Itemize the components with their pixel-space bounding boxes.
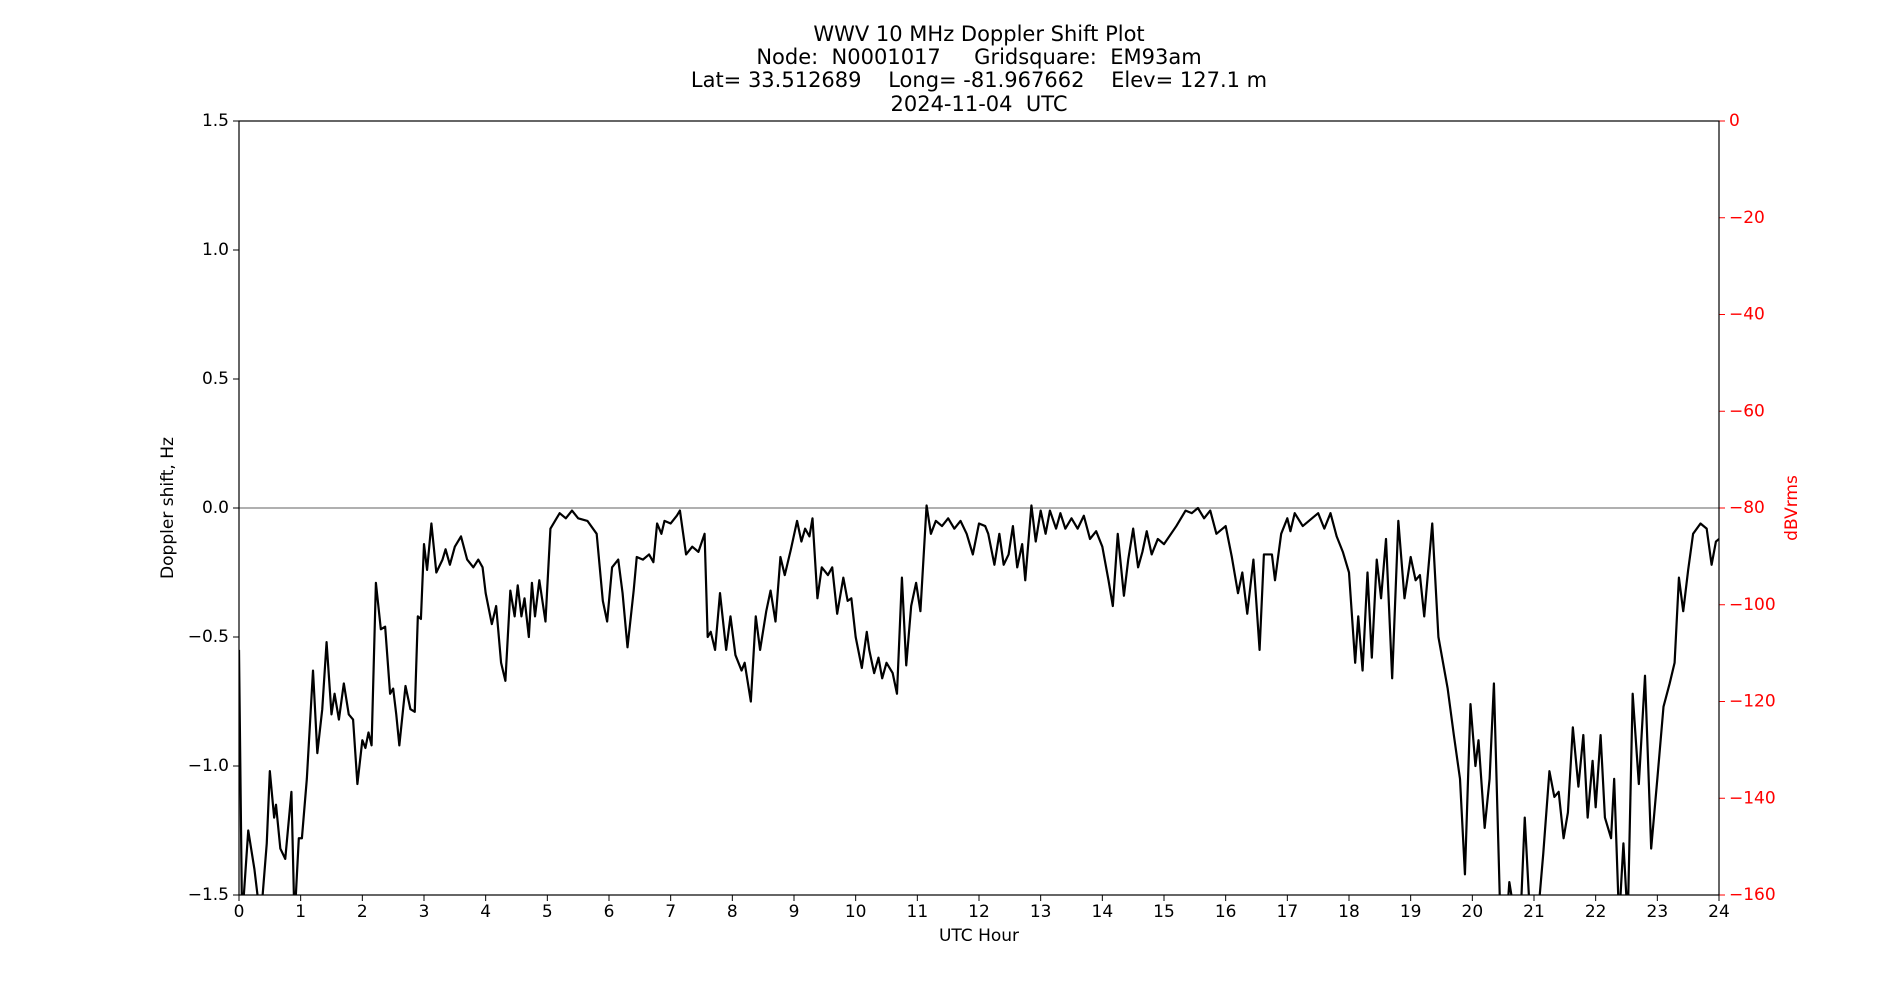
x-tick-label: 24: [1708, 902, 1730, 922]
plot-frame: [238, 120, 1720, 896]
x-tick-label: 3: [419, 902, 430, 922]
y2-tick-label: −60: [1729, 401, 1765, 421]
x-tick-label: 23: [1647, 902, 1669, 922]
x-tick-label: 0: [234, 902, 245, 922]
x-tick-label: 22: [1585, 902, 1607, 922]
x-tick-label: 5: [542, 902, 553, 922]
y-tick-label: 1.0: [202, 240, 229, 260]
doppler-line: [239, 504, 1719, 895]
x-tick-label: 14: [1092, 902, 1114, 922]
x-tick-label: 8: [727, 902, 738, 922]
title-line: 2024-11-04 UTC: [890, 92, 1067, 116]
x-tick-label: 15: [1153, 902, 1175, 922]
y-tick-label: −0.5: [188, 627, 229, 647]
x-tick-label: 12: [968, 902, 990, 922]
y2-tick-label: −120: [1729, 692, 1776, 712]
x-tick-label: 21: [1523, 902, 1545, 922]
x-tick-label: 9: [789, 902, 800, 922]
x-tick-label: 16: [1215, 902, 1237, 922]
x-tick-label: 17: [1277, 902, 1299, 922]
x-tick-label: 7: [665, 902, 676, 922]
title-line: Lat= 33.512689 Long= -81.967662 Elev= 12…: [691, 68, 1267, 92]
y-tick-label: −1.0: [188, 756, 229, 776]
y2-tick-label: −40: [1729, 305, 1765, 325]
y2-tick-label: −100: [1729, 595, 1776, 615]
title-line: Node: N0001017 Gridsquare: EM93am: [756, 45, 1201, 69]
y2-tick-label: −80: [1729, 498, 1765, 518]
y-tick-label: 0.0: [202, 498, 229, 518]
x-tick-label: 10: [845, 902, 867, 922]
x-tick-label: 18: [1338, 902, 1360, 922]
y2-tick-label: −160: [1729, 885, 1776, 905]
y-tick-label: −1.5: [188, 885, 229, 905]
y2-tick-label: −140: [1729, 788, 1776, 808]
y2-axis-label: dBVrms: [1782, 475, 1802, 541]
x-tick-label: 20: [1462, 902, 1484, 922]
x-tick-label: 2: [357, 902, 368, 922]
y2-tick-label: 0: [1729, 111, 1740, 131]
x-tick-label: 19: [1400, 902, 1422, 922]
y-tick-label: 0.5: [202, 369, 229, 389]
x-tick-label: 13: [1030, 902, 1052, 922]
y-axis-label: Doppler shift, Hz: [158, 437, 178, 579]
y-tick-label: 1.5: [202, 111, 229, 131]
y2-tick-label: −20: [1729, 208, 1765, 228]
x-tick-label: 11: [907, 902, 929, 922]
x-tick-label: 1: [295, 902, 306, 922]
x-axis-label: UTC Hour: [939, 926, 1019, 946]
x-tick-label: 6: [604, 902, 615, 922]
title-line: WWV 10 MHz Doppler Shift Plot: [813, 22, 1144, 46]
x-tick-label: 4: [480, 902, 491, 922]
